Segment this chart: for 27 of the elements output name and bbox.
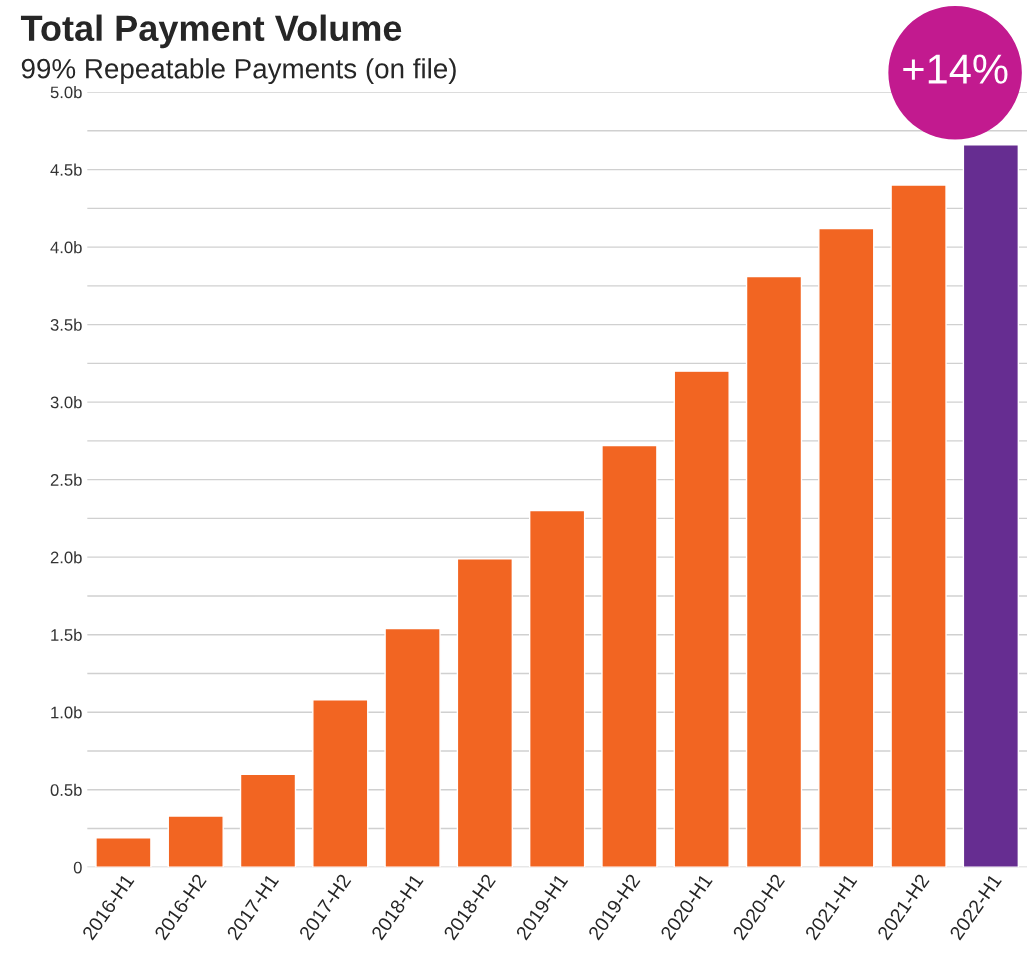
y-tick-label: 3.5b: [50, 318, 82, 331]
y-tick-label: 5.0b: [50, 86, 82, 99]
y-tick-label: 3.0b: [50, 396, 82, 409]
y-tick-label: 0: [73, 861, 82, 874]
bar: [673, 370, 730, 868]
y-tick-label: 4.0b: [50, 241, 82, 254]
y-tick-label: 1.5b: [51, 628, 82, 641]
bar: [384, 627, 441, 868]
y-tick-label: 2.5b: [50, 473, 82, 486]
bar: [456, 558, 514, 868]
chart-title: Total Payment Volume: [20, 14, 402, 49]
bar: [745, 275, 803, 868]
bar: [312, 699, 369, 868]
chart-subtitle: 99% Repeatable Payments (on file): [21, 58, 456, 85]
bar: [167, 815, 224, 868]
y-tick-label: 1.0b: [51, 706, 82, 719]
y-tick-label: 0.5b: [50, 783, 82, 796]
bar: [95, 837, 152, 868]
text: +14%: [903, 54, 1008, 84]
y-tick-label: 2.0b: [50, 551, 82, 564]
bar: [528, 509, 586, 868]
bar: [890, 184, 947, 868]
bar: [239, 773, 297, 868]
bar: [818, 227, 875, 868]
bar: [601, 444, 658, 868]
bar: [962, 144, 1020, 868]
y-tick-label: 4.5b: [50, 163, 82, 176]
